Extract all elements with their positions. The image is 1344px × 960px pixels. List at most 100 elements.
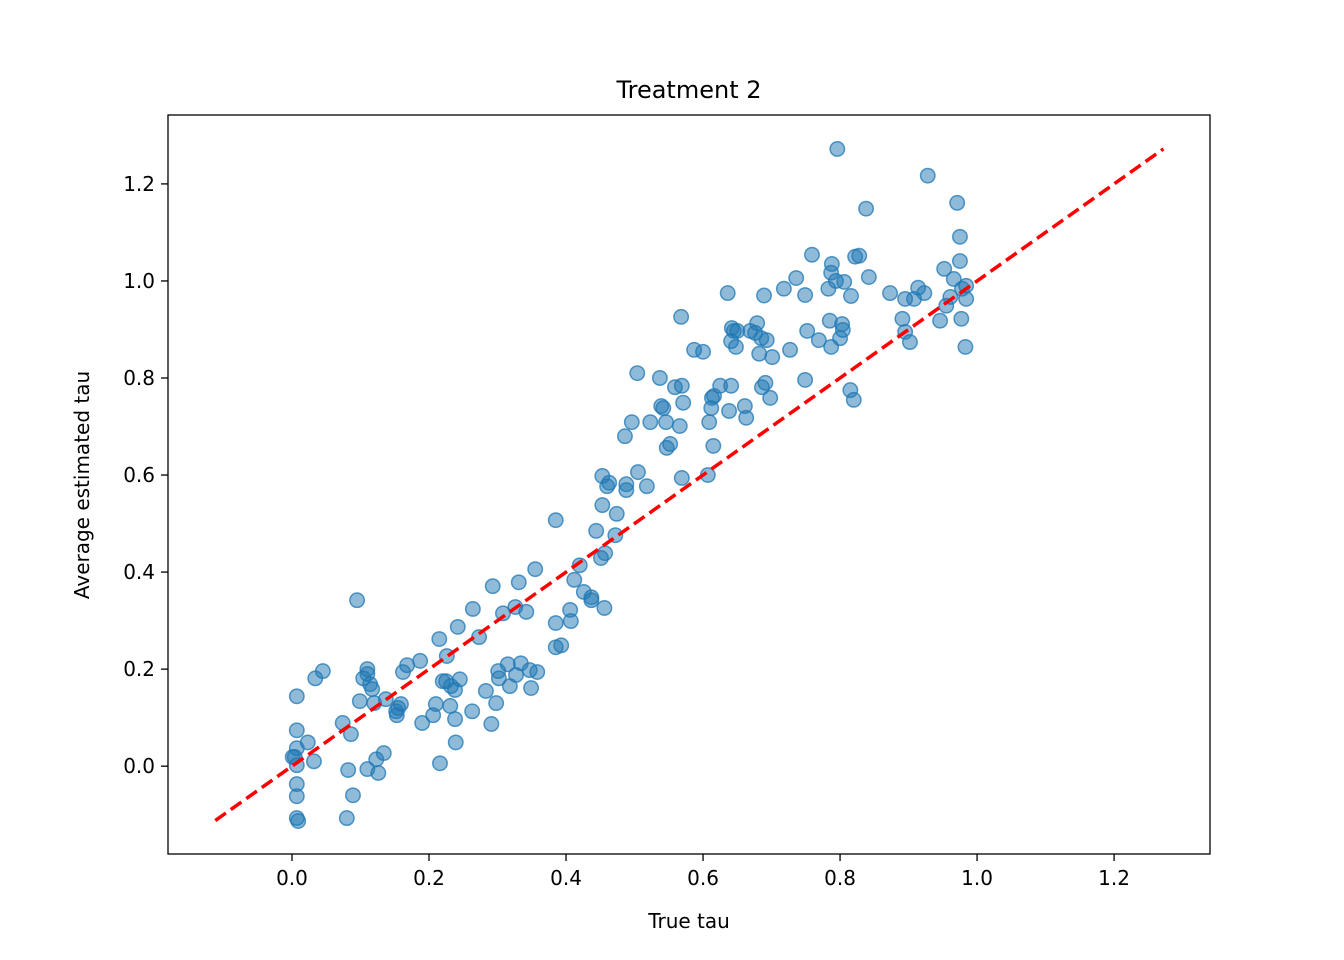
- data-point: [562, 613, 579, 630]
- data-point: [951, 253, 968, 270]
- data-point: [729, 322, 746, 339]
- data-point: [412, 652, 429, 669]
- data-point: [338, 810, 355, 827]
- data-point: [721, 403, 738, 419]
- data-point: [364, 681, 381, 697]
- data-point: [305, 753, 322, 770]
- data-point: [484, 578, 501, 595]
- data-point: [851, 247, 868, 264]
- data-point: [616, 428, 633, 445]
- data-point: [447, 711, 463, 728]
- data-point: [449, 618, 466, 635]
- data-point: [583, 589, 600, 606]
- data-point: [596, 600, 613, 616]
- data-point: [949, 194, 966, 211]
- data-point: [932, 312, 949, 329]
- data-point: [836, 273, 853, 290]
- y-tick-label: 1.2: [123, 172, 155, 196]
- data-point: [447, 734, 464, 751]
- data-point: [671, 418, 688, 434]
- x-axis: 0.0 0.2 0.4 0.6 0.8 1.0 1.2: [276, 854, 1130, 890]
- data-point: [288, 788, 305, 805]
- data-point: [858, 200, 875, 217]
- data-point: [623, 414, 640, 431]
- data-point: [719, 285, 736, 302]
- data-point: [916, 285, 933, 302]
- y-tick-label: 0.8: [123, 366, 155, 390]
- data-point: [477, 683, 494, 699]
- data-point: [547, 512, 564, 529]
- data-point: [431, 631, 448, 647]
- data-point: [860, 269, 877, 286]
- data-point: [788, 270, 805, 286]
- data-point: [727, 338, 744, 355]
- data-point: [432, 755, 448, 772]
- x-tick-label: 0.0: [276, 866, 308, 890]
- data-point: [749, 315, 766, 332]
- data-point: [936, 260, 953, 277]
- x-tick-label: 1.0: [961, 866, 993, 890]
- data-point: [701, 414, 718, 431]
- x-tick-label: 0.6: [687, 866, 719, 890]
- data-point: [919, 167, 936, 184]
- data-point: [529, 664, 546, 680]
- data-point: [797, 371, 814, 388]
- data-point: [951, 228, 968, 245]
- data-point: [957, 338, 974, 355]
- data-point: [829, 141, 846, 157]
- data-point: [340, 762, 357, 779]
- data-point: [290, 813, 307, 829]
- x-tick-label: 0.2: [413, 866, 445, 890]
- data-point: [894, 310, 911, 327]
- data-point: [738, 409, 755, 426]
- data-point: [523, 680, 540, 697]
- data-point: [804, 246, 820, 263]
- y-tick-label: 0.6: [123, 463, 155, 487]
- data-point: [655, 400, 672, 417]
- data-point: [810, 332, 827, 349]
- data-point: [642, 414, 659, 431]
- data-point: [845, 391, 862, 408]
- data-point: [488, 695, 505, 712]
- y-tick-label: 1.0: [123, 269, 155, 293]
- plot-frame: [167, 114, 1211, 855]
- data-point: [799, 322, 816, 339]
- data-point: [442, 698, 459, 714]
- data-point: [723, 377, 740, 394]
- data-point: [518, 603, 535, 620]
- data-point: [594, 497, 611, 514]
- data-point: [751, 345, 768, 362]
- data-point: [427, 696, 444, 713]
- data-point: [349, 592, 366, 609]
- data-point: [797, 287, 814, 303]
- data-point: [375, 745, 392, 762]
- y-axis-label: Average estimated tau: [70, 371, 94, 599]
- x-tick-label: 1.2: [1098, 866, 1130, 890]
- data-point: [566, 571, 583, 588]
- data-point: [834, 322, 851, 338]
- data-point: [843, 288, 859, 304]
- data-point: [705, 437, 722, 454]
- data-point: [342, 726, 359, 743]
- data-point: [756, 287, 772, 304]
- data-point: [764, 349, 781, 366]
- data-point: [901, 334, 918, 351]
- data-point: [758, 332, 775, 349]
- data-point: [527, 561, 544, 578]
- data-point: [673, 308, 690, 325]
- x-axis-label: True tau: [647, 909, 730, 933]
- chart-title: Treatment 2: [615, 76, 761, 104]
- data-point: [662, 436, 679, 452]
- data-point: [510, 574, 527, 591]
- data-point: [495, 605, 511, 622]
- points-layer: [284, 141, 975, 829]
- y-tick-label: 0.0: [123, 754, 155, 778]
- data-point: [483, 716, 500, 732]
- data-point: [588, 522, 605, 539]
- data-point: [414, 715, 431, 731]
- data-point: [314, 663, 331, 680]
- data-point: [547, 615, 564, 631]
- data-point: [601, 474, 618, 491]
